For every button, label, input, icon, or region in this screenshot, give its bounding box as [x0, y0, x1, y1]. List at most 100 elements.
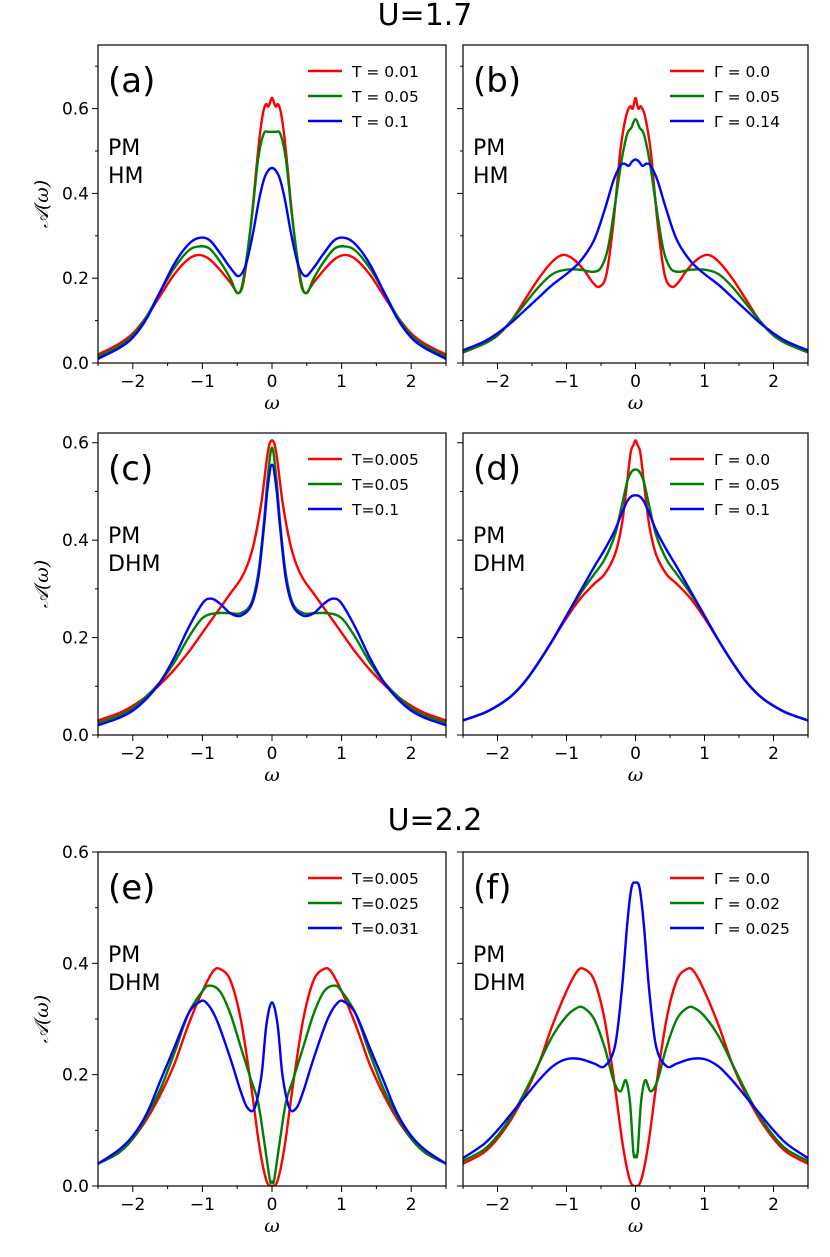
- panel-d-xtick-label: −2: [485, 744, 510, 764]
- panel-c-ylabel: 𝒜(ω): [31, 560, 53, 608]
- panel-a-frame: [97, 44, 447, 364]
- panel-b-phase-1: PM: [473, 136, 505, 161]
- panel-f-legend-label: Γ = 0.0: [714, 870, 770, 888]
- panel-a-phase-1: PM: [108, 136, 140, 161]
- panel-f-phase-2: DHM: [473, 971, 525, 996]
- panel-b-legend-label: Γ = 0.05: [714, 88, 780, 106]
- panel-b-xtick-label: 1: [699, 372, 710, 392]
- panel-a-label: (a): [108, 61, 155, 101]
- panel-e-series-line-1: [98, 966, 446, 1186]
- panel-d-series-line-3: [463, 494, 808, 722]
- section-title-u17: U=1.7: [378, 0, 473, 33]
- panel-d-frame: [462, 432, 809, 736]
- panel-b-label: (b): [473, 61, 521, 101]
- panel-a-ylabel: 𝒜(ω): [31, 180, 53, 228]
- panel-a-legend-label: T = 0.05: [351, 88, 419, 106]
- panel-e-ytick-label: 0.0: [62, 1177, 89, 1197]
- panel-a-xtick-label: 1: [336, 372, 347, 392]
- panel-b-legend-label: Γ = 0.14: [714, 113, 780, 131]
- panel-a-xtick-label: −1: [190, 372, 215, 392]
- panel-a-series-line-1: [98, 96, 446, 356]
- panel-f-xtick-label: 2: [768, 1195, 779, 1215]
- panel-b-xlabel: ω: [628, 392, 644, 414]
- panel-e-phase-2: DHM: [108, 971, 160, 996]
- panel-f-series-line-3: [463, 881, 808, 1160]
- panel-a-phase-2: HM: [108, 164, 144, 189]
- panel-b-series: [463, 96, 808, 354]
- panel-c-label: (c): [108, 449, 153, 489]
- section-title-u22: U=2.2: [388, 803, 483, 838]
- panel-d: −2 −1 0 1 2 ω (d) PM DHM Γ = 0.0 Γ = 0.05 Γ = 0.1: [457, 432, 809, 786]
- panel-e-phase-1: PM: [108, 943, 140, 968]
- panel-d-label: (d): [473, 449, 521, 489]
- panel-b-series-line-2: [463, 118, 808, 354]
- panel-f-legend-label: Γ = 0.025: [714, 920, 790, 938]
- panel-c-ytick-label: 0.2: [62, 629, 89, 649]
- panel-d-xtick-label: 1: [699, 744, 710, 764]
- panel-f-xlabel: ω: [628, 1215, 644, 1237]
- panel-d-phase-1: PM: [473, 524, 505, 549]
- panel-c-xtick-label: −1: [190, 744, 215, 764]
- panel-e-frame: [97, 851, 447, 1187]
- panel-e-series-line-3: [98, 999, 446, 1165]
- panel-c-phase-1: PM: [108, 524, 140, 549]
- section-titles: U=1.7 U=2.2: [378, 0, 483, 838]
- panel-e-xtick-label: −1: [190, 1195, 215, 1215]
- panel-d-legend-label: Γ = 0.1: [714, 501, 770, 519]
- panel-b-series-line-1: [463, 96, 808, 354]
- panel-a-xtick-label: 2: [406, 372, 417, 392]
- panel-b-frame: [462, 44, 809, 364]
- panel-f-frame: [462, 851, 809, 1187]
- panel-a-legend-label: T = 0.1: [351, 113, 409, 131]
- panel-e-legend-label: T=0.005: [351, 870, 419, 888]
- panel-a-series-line-3: [98, 166, 446, 360]
- panel-f-series-line-1: [463, 966, 808, 1186]
- panel-f-legend-label: Γ = 0.02: [714, 895, 780, 913]
- panel-f-xtick-label: −2: [485, 1195, 510, 1215]
- panel-e: −2 −1 0 1 2 0.0 0.2 0.4 0.6 ω 𝒜(ω) (e) PM DHM T=0.005 T…: [31, 843, 447, 1237]
- panel-c-series: [98, 439, 446, 727]
- panel-f-xtick-label: 1: [699, 1195, 710, 1215]
- panel-b-xtick-label: −1: [554, 372, 579, 392]
- panel-c-xtick-label: −2: [120, 744, 145, 764]
- panel-a-series-line-2: [98, 130, 446, 358]
- panel-c-series-line-3: [98, 463, 446, 727]
- panel-e-label: (e): [108, 868, 155, 908]
- panel-c: −2 −1 0 1 2 0.0 0.2 0.4 0.6 ω 𝒜(ω) (c) PM DHM T=0.005 T…: [31, 432, 447, 786]
- panel-d-legend-label: Γ = 0.05: [714, 476, 780, 494]
- panel-d-series: [463, 439, 808, 722]
- panel-e-ytick-label: 0.2: [62, 1066, 89, 1086]
- panel-e-ylabel: 𝒜(ω): [31, 995, 53, 1043]
- panel-a-xtick-label: 0: [267, 372, 278, 392]
- panel-c-series-line-2: [98, 446, 446, 724]
- panel-f-phase-1: PM: [473, 943, 505, 968]
- panel-e-ytick-label: 0.6: [62, 843, 89, 863]
- panel-b-legend-label: Γ = 0.0: [714, 63, 770, 81]
- panel-a-ytick-label: 0.6: [62, 100, 89, 120]
- panel-e-xlabel: ω: [264, 1215, 280, 1237]
- panel-a-ytick-label: 0.2: [62, 269, 89, 289]
- panel-c-xlabel: ω: [264, 764, 280, 786]
- panel-b-xtick-label: 0: [630, 372, 641, 392]
- panel-d-phase-2: DHM: [473, 552, 525, 577]
- panel-e-xtick-label: 2: [406, 1195, 417, 1215]
- panel-f-label: (f): [473, 868, 512, 908]
- panel-e-series: [98, 966, 446, 1186]
- panel-d-xlabel: ω: [628, 764, 644, 786]
- panel-d-xtick-label: −1: [554, 744, 579, 764]
- panel-a-ytick-label: 0.4: [62, 184, 89, 204]
- panel-a-ytick-label: 0.0: [62, 354, 89, 374]
- panel-f: −2 −1 0 1 2 ω (f) PM DHM Γ = 0.0 Γ = 0.02 Γ = 0.025: [457, 851, 809, 1237]
- panels: −2 −1 0 1 2 0.0 0.2 0.4 0.6 ω 𝒜(ω) (a) PM HM T = 0.01 T…: [31, 44, 809, 1237]
- panel-c-xtick-label: 0: [267, 744, 278, 764]
- panel-c-legend-label: T=0.005: [351, 451, 419, 469]
- panel-a-xtick-label: −2: [120, 372, 145, 392]
- panel-b-series-line-3: [463, 158, 808, 352]
- panel-c-xtick-label: 1: [336, 744, 347, 764]
- panel-d-legend-label: Γ = 0.0: [714, 451, 770, 469]
- panel-a-series: [98, 96, 446, 360]
- panel-e-xtick-label: −2: [120, 1195, 145, 1215]
- panel-e-xtick-label: 1: [336, 1195, 347, 1215]
- panel-e-legend-label: T=0.031: [351, 920, 419, 938]
